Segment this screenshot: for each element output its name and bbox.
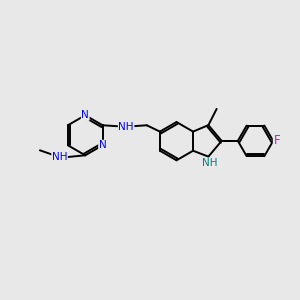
Text: NH: NH bbox=[118, 122, 134, 132]
Text: N: N bbox=[81, 110, 89, 120]
Text: F: F bbox=[273, 134, 280, 147]
Text: NH: NH bbox=[202, 158, 218, 168]
Text: N: N bbox=[99, 140, 106, 150]
Text: NH: NH bbox=[52, 152, 68, 162]
